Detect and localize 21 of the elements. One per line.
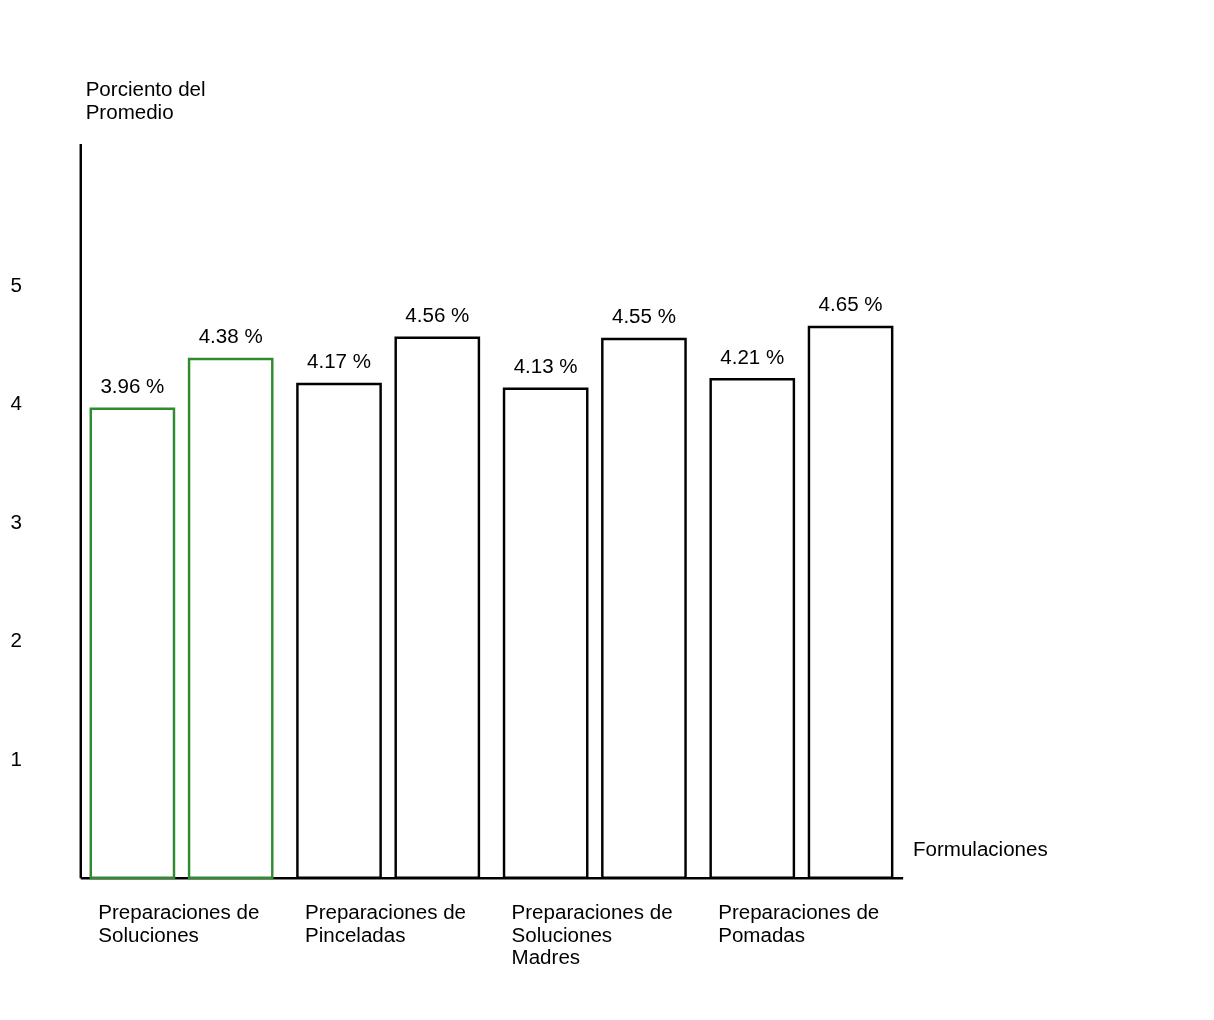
data-label: 4.17 % — [307, 349, 371, 373]
data-label: 4.65 % — [818, 292, 883, 316]
y-tick-label: 3 — [10, 509, 23, 533]
data-label: 3.96 % — [100, 374, 165, 398]
data-label: 4.56 % — [405, 303, 470, 327]
x-tick-label: Preparaciones de Soluciones Madres — [511, 900, 673, 969]
x-tick-label: Preparaciones de Pomadas — [718, 900, 880, 946]
data-label: 4.55 % — [611, 304, 676, 328]
y-axis-title: Porciento del Promedio — [85, 77, 206, 123]
bar — [187, 357, 274, 880]
data-label: 4.13 % — [513, 353, 578, 377]
data-label: 4.38 % — [198, 324, 263, 348]
x-tick-label: Preparaciones de Pinceladas — [304, 900, 466, 946]
y-tick-label: 4 — [10, 391, 23, 415]
x-axis-title: Formulaciones — [912, 836, 1048, 860]
bar — [89, 407, 176, 880]
data-label: 4.21 % — [720, 344, 785, 368]
y-tick-label: 5 — [10, 272, 23, 296]
y-tick-label: 2 — [10, 628, 23, 652]
y-tick-label: 1 — [10, 746, 23, 770]
x-tick-label: Preparaciones de Soluciones — [98, 900, 260, 946]
